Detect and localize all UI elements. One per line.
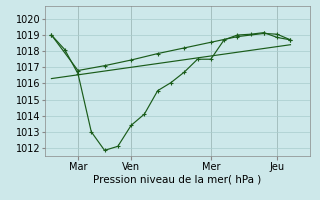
X-axis label: Pression niveau de la mer( hPa ): Pression niveau de la mer( hPa ): [93, 174, 262, 184]
